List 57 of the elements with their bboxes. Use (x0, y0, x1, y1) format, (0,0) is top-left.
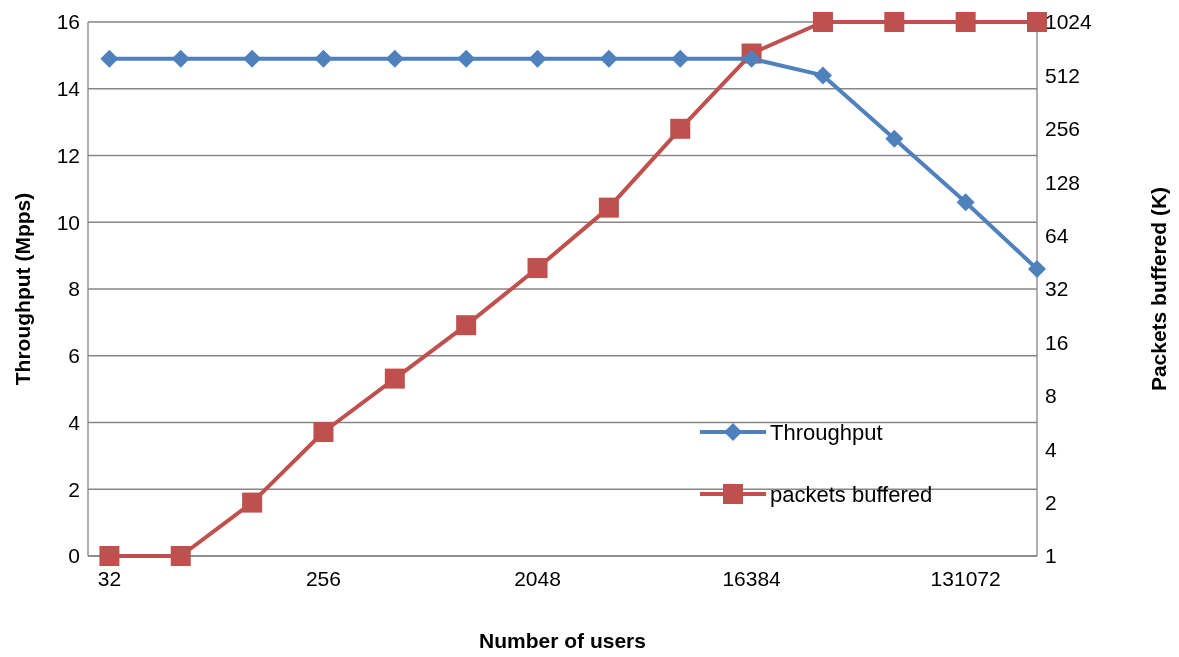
y-tick-label: 10 (56, 210, 80, 234)
point (670, 118, 691, 139)
point (528, 49, 547, 68)
point (813, 66, 832, 85)
point (956, 193, 975, 212)
y-tick-label: 8 (68, 277, 80, 301)
point (170, 546, 191, 566)
x-tick-label: 32 (97, 567, 122, 590)
point (812, 12, 833, 32)
y2-tick-label: 1024 (1045, 10, 1093, 34)
y-tick-label: 2 (68, 477, 80, 501)
x-tick-label: 131072 (930, 567, 1001, 590)
y2-tick-label: 16 (1045, 330, 1069, 354)
point (100, 49, 119, 68)
x-tick-label: 2048 (514, 567, 561, 590)
point (385, 49, 404, 68)
y2-tick-label: 2 (1045, 490, 1057, 514)
y-axis-title: Throughput (Mpps) (11, 192, 34, 386)
point (884, 12, 905, 32)
y2-tick-label: 4 (1045, 437, 1057, 461)
y-tick-label: 6 (68, 344, 80, 368)
point (1027, 12, 1047, 32)
point (955, 12, 976, 32)
point (171, 49, 190, 68)
point (243, 49, 262, 68)
y-tick-label: 16 (56, 10, 80, 34)
legend-label: Throughput (770, 419, 883, 445)
y2-tick-label: 64 (1045, 223, 1069, 247)
x-tick-label: 256 (305, 567, 341, 590)
x-axis-title: Number of users (479, 629, 646, 652)
point (671, 49, 690, 68)
legend-label: packets buffered (770, 481, 933, 507)
point (527, 258, 548, 279)
point (314, 49, 333, 68)
y-tick-label: 14 (56, 77, 81, 101)
y2-axis-title: Packets buffered (K) (1147, 186, 1170, 392)
x-tick-label: 16384 (722, 567, 782, 590)
y2-tick-label: 128 (1045, 170, 1081, 194)
point (99, 546, 120, 566)
point (384, 368, 405, 389)
y2-tick-label: 512 (1045, 63, 1081, 87)
point (313, 422, 334, 443)
point (742, 49, 761, 68)
y-tick-label: 0 (68, 544, 80, 568)
point (456, 315, 477, 336)
y2-tick-label: 32 (1045, 277, 1069, 301)
y2-tick-label: 8 (1045, 384, 1057, 408)
point (1028, 259, 1046, 278)
y2-tick-label: 1 (1045, 544, 1057, 568)
y-tick-label: 12 (56, 143, 80, 167)
point (598, 197, 619, 218)
y2-tick-label: 256 (1045, 117, 1081, 141)
point (242, 492, 263, 513)
y-tick-label: 4 (68, 410, 81, 434)
point (885, 129, 904, 148)
point (457, 49, 476, 68)
point (599, 49, 618, 68)
